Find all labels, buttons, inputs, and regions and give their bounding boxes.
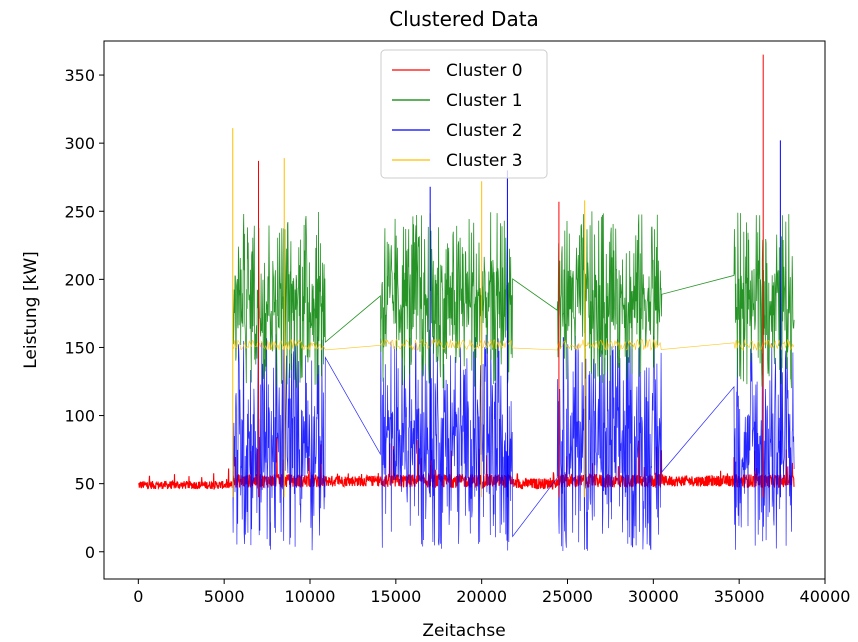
x-tick-label: 20000 bbox=[456, 587, 507, 606]
y-tick-label: 200 bbox=[64, 270, 95, 289]
plot-frame bbox=[103, 40, 826, 580]
legend-label: Cluster 3 bbox=[446, 151, 523, 171]
legend-box bbox=[380, 49, 548, 179]
legend-label: Cluster 1 bbox=[446, 91, 523, 111]
x-tick-label: 15000 bbox=[370, 587, 421, 606]
series-line-cluster-1 bbox=[232, 211, 795, 389]
x-tick-label: 0 bbox=[133, 587, 143, 606]
x-tick-label: 30000 bbox=[628, 587, 679, 606]
y-tick-label: 150 bbox=[64, 338, 95, 357]
x-tick-label: 40000 bbox=[800, 587, 851, 606]
series-layer bbox=[138, 54, 795, 552]
x-tick-label: 5000 bbox=[204, 587, 245, 606]
x-tick-label: 10000 bbox=[285, 587, 336, 606]
x-tick-label: 25000 bbox=[542, 587, 593, 606]
legend-label: Cluster 0 bbox=[446, 61, 523, 81]
chart-title: Clustered Data bbox=[389, 7, 539, 31]
x-tick-label: 35000 bbox=[714, 587, 765, 606]
y-tick-label: 0 bbox=[85, 543, 95, 562]
series-line-cluster-2 bbox=[232, 334, 795, 552]
x-axis-title: Zeitachse bbox=[422, 621, 505, 641]
y-tick-label: 350 bbox=[64, 66, 95, 85]
legend-label: Cluster 2 bbox=[446, 121, 523, 141]
x-axis: 0 5000 10000 15000 20000 25000 30000 35000 40000 bbox=[133, 579, 850, 606]
series-line-cluster-3 bbox=[232, 338, 795, 352]
y-tick-label: 100 bbox=[64, 407, 95, 426]
y-axis: 0 50 100 150 200 250 300 350 bbox=[64, 66, 104, 562]
legend: Cluster 0 Cluster 1 Cluster 2 Cluster 3 bbox=[380, 49, 548, 179]
y-tick-label: 50 bbox=[75, 475, 95, 494]
y-axis-title: Leistung [kW] bbox=[21, 251, 41, 369]
y-tick-label: 250 bbox=[64, 202, 95, 221]
y-tick-label: 300 bbox=[64, 134, 95, 153]
